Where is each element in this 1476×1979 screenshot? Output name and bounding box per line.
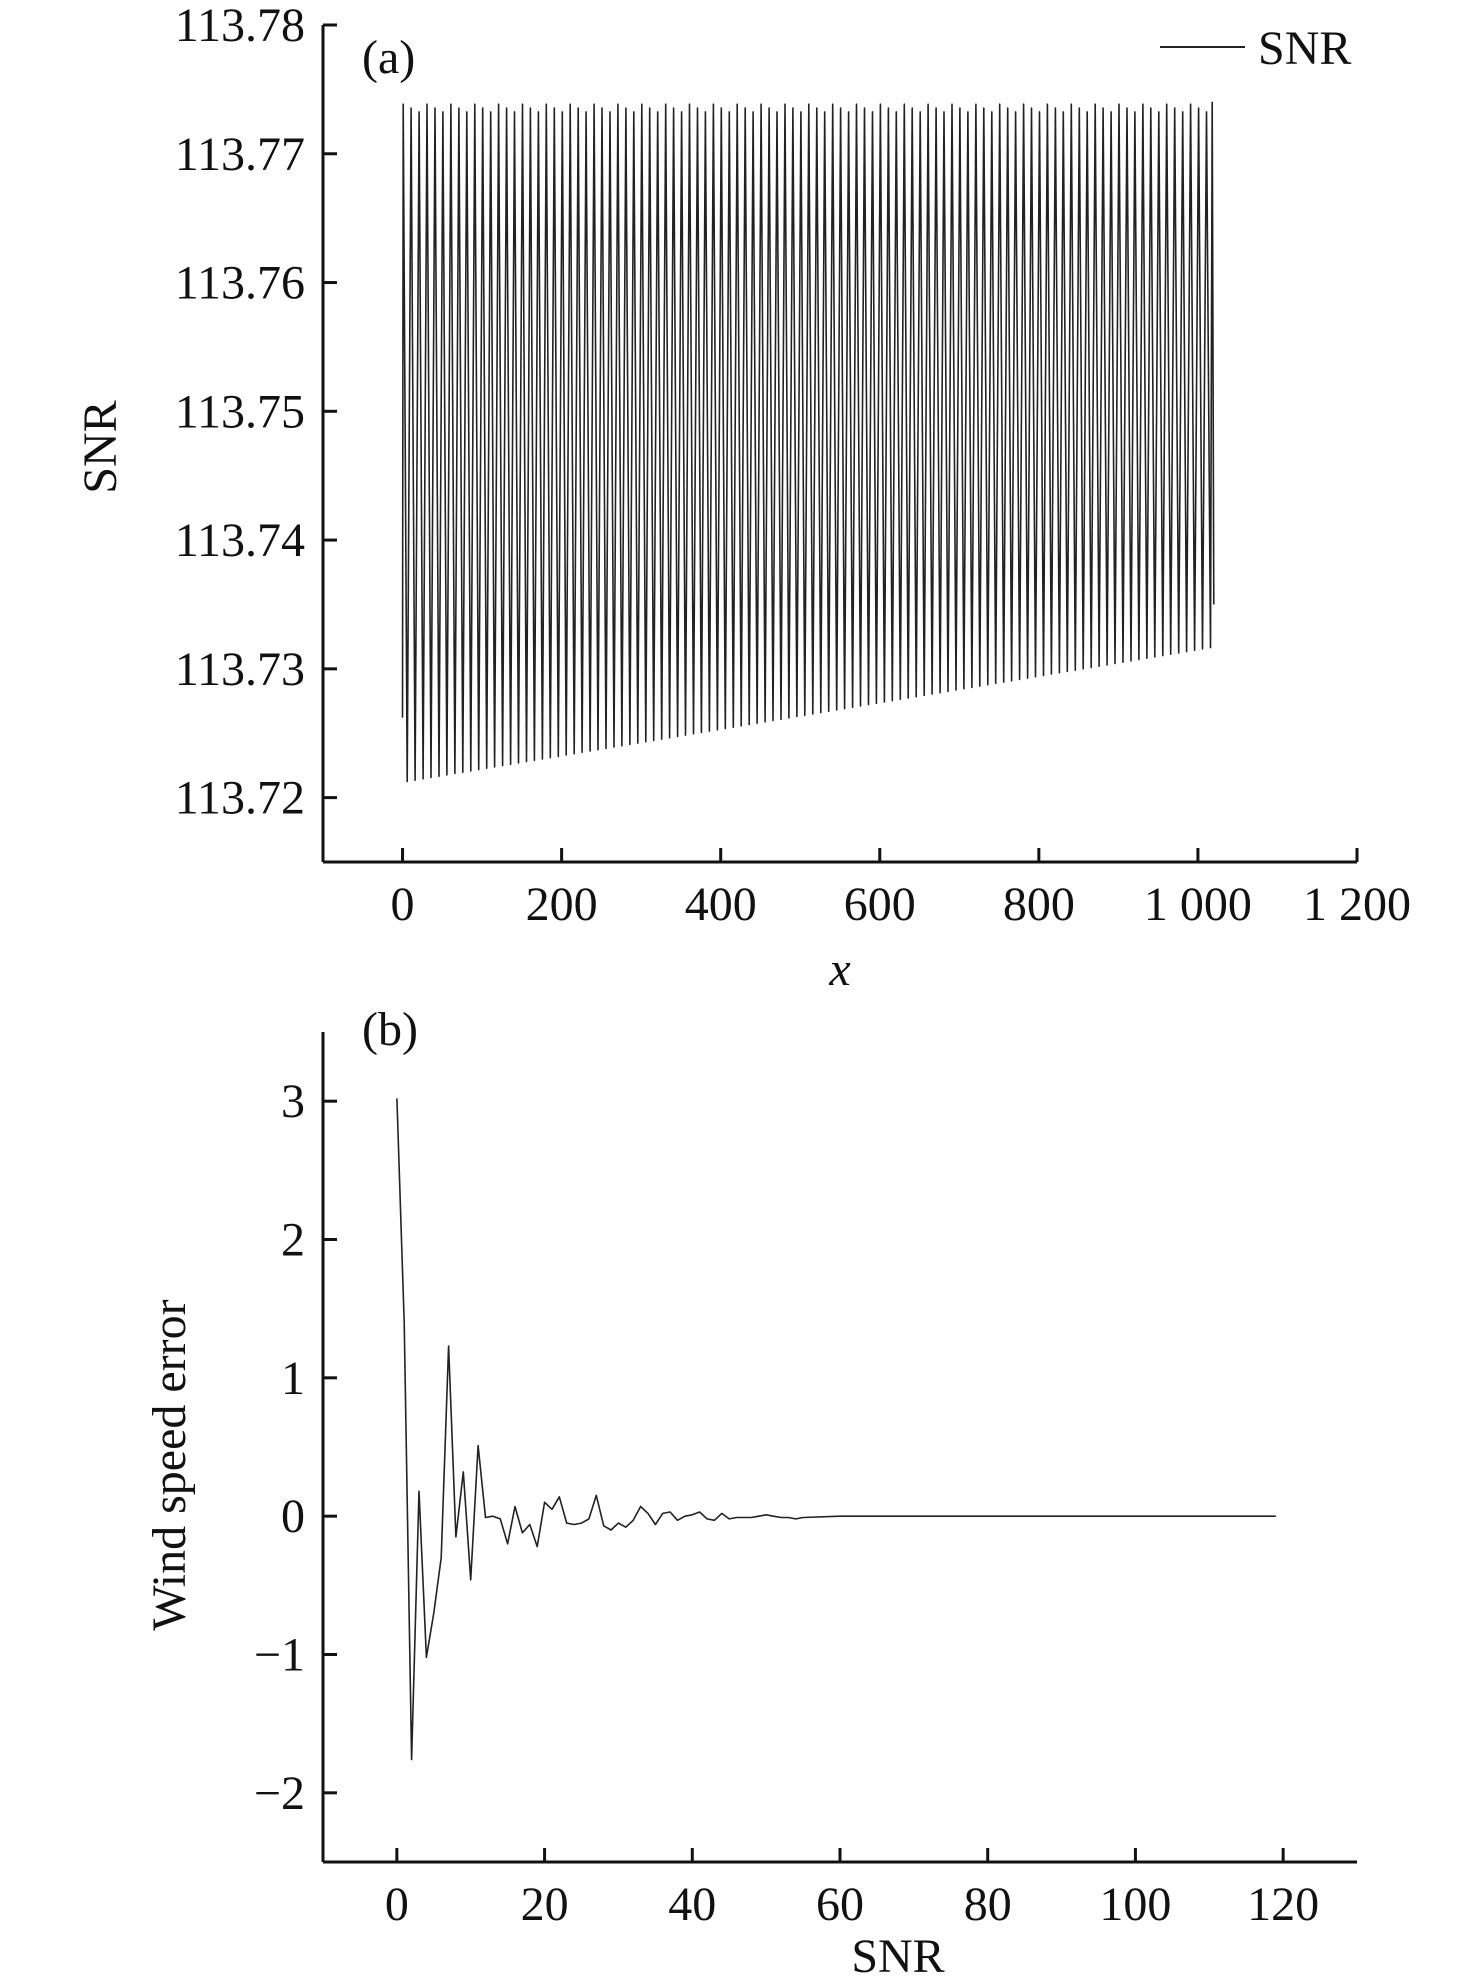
panel-a-legend: SNR [1160,22,1351,75]
x-tick-label: 200 [526,878,598,931]
x-tick-label: 120 [1247,1878,1319,1931]
y-tick-label: 113.73 [175,643,305,696]
y-tick-label: 2 [281,1214,305,1267]
x-tick-label: 100 [1099,1878,1171,1931]
panel-a-y-ticks: 113.72 113.73 113.74 113.75 113.76 113.77 113.… [175,0,337,825]
panel-a-x-label: x [828,943,850,996]
panel-b-x-label: SNR [851,1930,944,1979]
y-tick-label: 113.75 [175,385,305,438]
y-tick-label: 0 [281,1490,305,1543]
x-tick-label: 40 [668,1878,716,1931]
series-line-snr [401,101,1215,783]
x-tick-label: 60 [816,1878,864,1931]
x-tick-label: 0 [385,1878,409,1931]
y-tick-label: 113.78 [175,0,305,52]
panel-a-x-ticks: 0 200 400 600 800 1 000 1 200 [391,848,1411,931]
panel-a-chart: (a) 0 200 400 600 800 1 000 1 200 113.72 113.73… [74,0,1411,996]
x-tick-label: 20 [521,1878,569,1931]
y-tick-label: −2 [254,1767,305,1820]
panel-a-tag: (a) [362,31,415,84]
y-tick-label: 113.72 [175,772,305,825]
x-tick-label: 1 000 [1144,878,1252,931]
panel-b-series [396,1098,1276,1761]
y-tick-label: 1 [281,1352,305,1405]
y-tick-label: 113.76 [175,257,305,310]
panel-a-y-label: SNR [74,400,127,493]
panel-b-y-label: Wind speed error [143,1299,196,1630]
x-tick-label: 400 [685,878,757,931]
panel-a-series [401,101,1215,783]
y-tick-label: 113.74 [175,514,305,567]
panel-b-y-ticks: −2 −1 0 1 2 3 [254,1075,337,1820]
x-tick-label: 80 [964,1878,1012,1931]
panel-b-chart: (b) 0 20 40 60 80 100 120 −2 −1 0 1 2 3 SNR Wind sp… [143,1003,1357,1979]
legend-label-snr: SNR [1258,22,1351,75]
panel-b-tag: (b) [362,1003,418,1056]
series-line-wind-speed-error [396,1098,1276,1761]
y-tick-label: 113.77 [175,128,305,181]
panel-b-x-ticks: 0 20 40 60 80 100 120 [385,1848,1319,1931]
y-tick-label: 3 [281,1075,305,1128]
y-tick-label: −1 [254,1629,305,1682]
x-tick-label: 1 200 [1303,878,1411,931]
x-tick-label: 600 [844,878,916,931]
x-tick-label: 0 [391,878,415,931]
x-tick-label: 800 [1003,878,1075,931]
